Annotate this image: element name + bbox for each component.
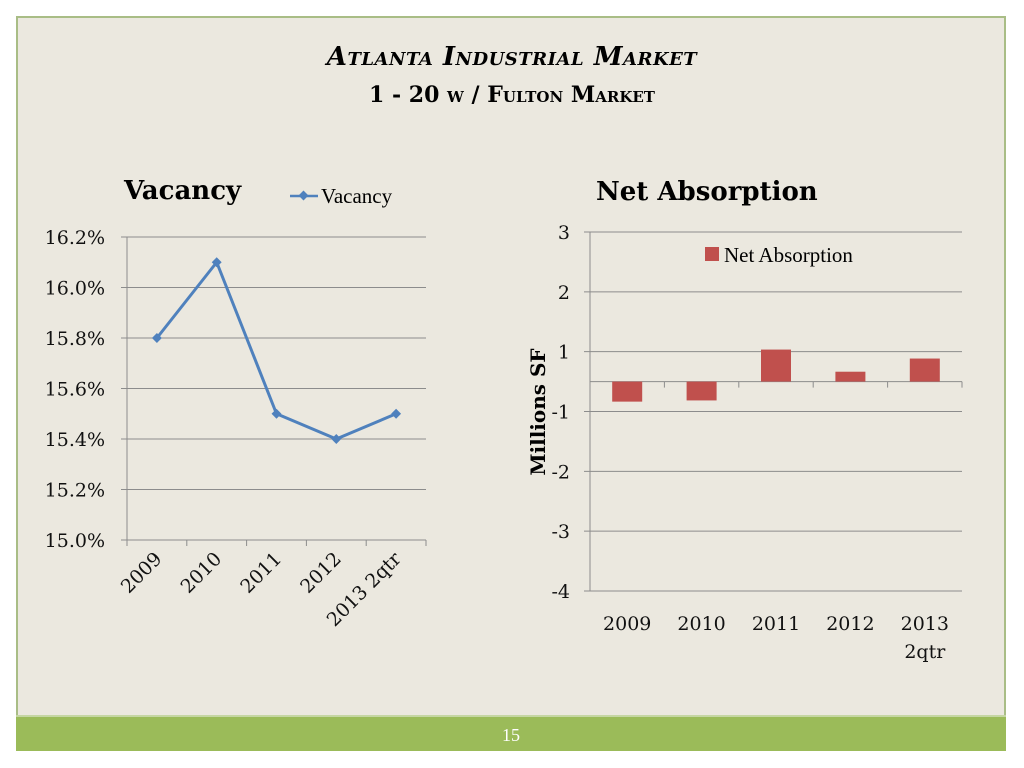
vacancy-data-point (151, 333, 162, 343)
absorption-y-tick-label: 3 (558, 222, 570, 244)
vacancy-y-tick-label: 15.0% (45, 530, 105, 552)
absorption-y-tick-label: -1 (551, 402, 570, 424)
absorption-bar (612, 381, 643, 402)
absorption-x-tick-label: 2009 (603, 613, 651, 635)
absorption-bar (761, 349, 791, 382)
absorption-legend-label: Net Absorption (724, 243, 853, 267)
vacancy-x-tick-label: 2011 (236, 548, 286, 598)
vacancy-y-tick-label: 16.2% (45, 227, 105, 249)
absorption-y-tick-label: 2 (558, 282, 570, 304)
vacancy-x-tick-label: 2012 (296, 548, 346, 598)
absorption-y-tick-label: -4 (551, 581, 570, 603)
vacancy-legend-label: Vacancy (321, 184, 393, 208)
vacancy-y-tick-label: 15.8% (45, 328, 105, 350)
page-number: 15 (502, 725, 520, 745)
vacancy-data-point (391, 408, 402, 419)
slide-frame (16, 16, 1006, 751)
vacancy-x-tick-label: 2009 (117, 548, 167, 598)
absorption-bar (835, 371, 866, 382)
vacancy-y-tick-label: 15.4% (45, 429, 105, 451)
absorption-x-tick-label: 2013 (901, 613, 949, 635)
vacancy-legend: Vacancy (290, 184, 393, 208)
slide-subtitle: 1 - 20 w / Fulton Market (369, 82, 655, 108)
footer-bar: 15 (16, 715, 1006, 751)
vacancy-y-tick-label: 15.2% (45, 480, 105, 502)
absorption-bar (909, 358, 940, 382)
absorption-x-tick-label: 2qtr (904, 641, 946, 663)
absorption-chart-title: Net Absorption (596, 177, 818, 207)
absorption-x-tick-label: 2012 (826, 613, 874, 635)
absorption-legend: Net Absorption (705, 243, 853, 267)
vacancy-data-point (211, 257, 222, 268)
absorption-y-tick-label: 1 (558, 342, 570, 364)
vacancy-legend-diamond-icon (298, 190, 309, 201)
absorption-bar (686, 381, 717, 401)
absorption-x-tick-label: 2011 (752, 613, 800, 635)
absorption-y-tick-label: -2 (551, 461, 570, 483)
vacancy-data-point (331, 434, 342, 444)
absorption-legend-swatch-icon (705, 247, 719, 261)
absorption-y-axis-label: Millions SF (526, 348, 550, 475)
absorption-y-tick-label: -3 (551, 521, 570, 543)
slide-title: Atlanta Industrial Market (326, 42, 698, 72)
absorption-x-tick-label: 2010 (677, 613, 725, 635)
vacancy-y-tick-label: 16.0% (45, 278, 105, 300)
vacancy-x-tick-label: 2010 (176, 548, 226, 598)
vacancy-chart-title: Vacancy (123, 176, 242, 206)
vacancy-data-point (271, 408, 282, 419)
vacancy-y-tick-label: 15.6% (45, 379, 105, 401)
